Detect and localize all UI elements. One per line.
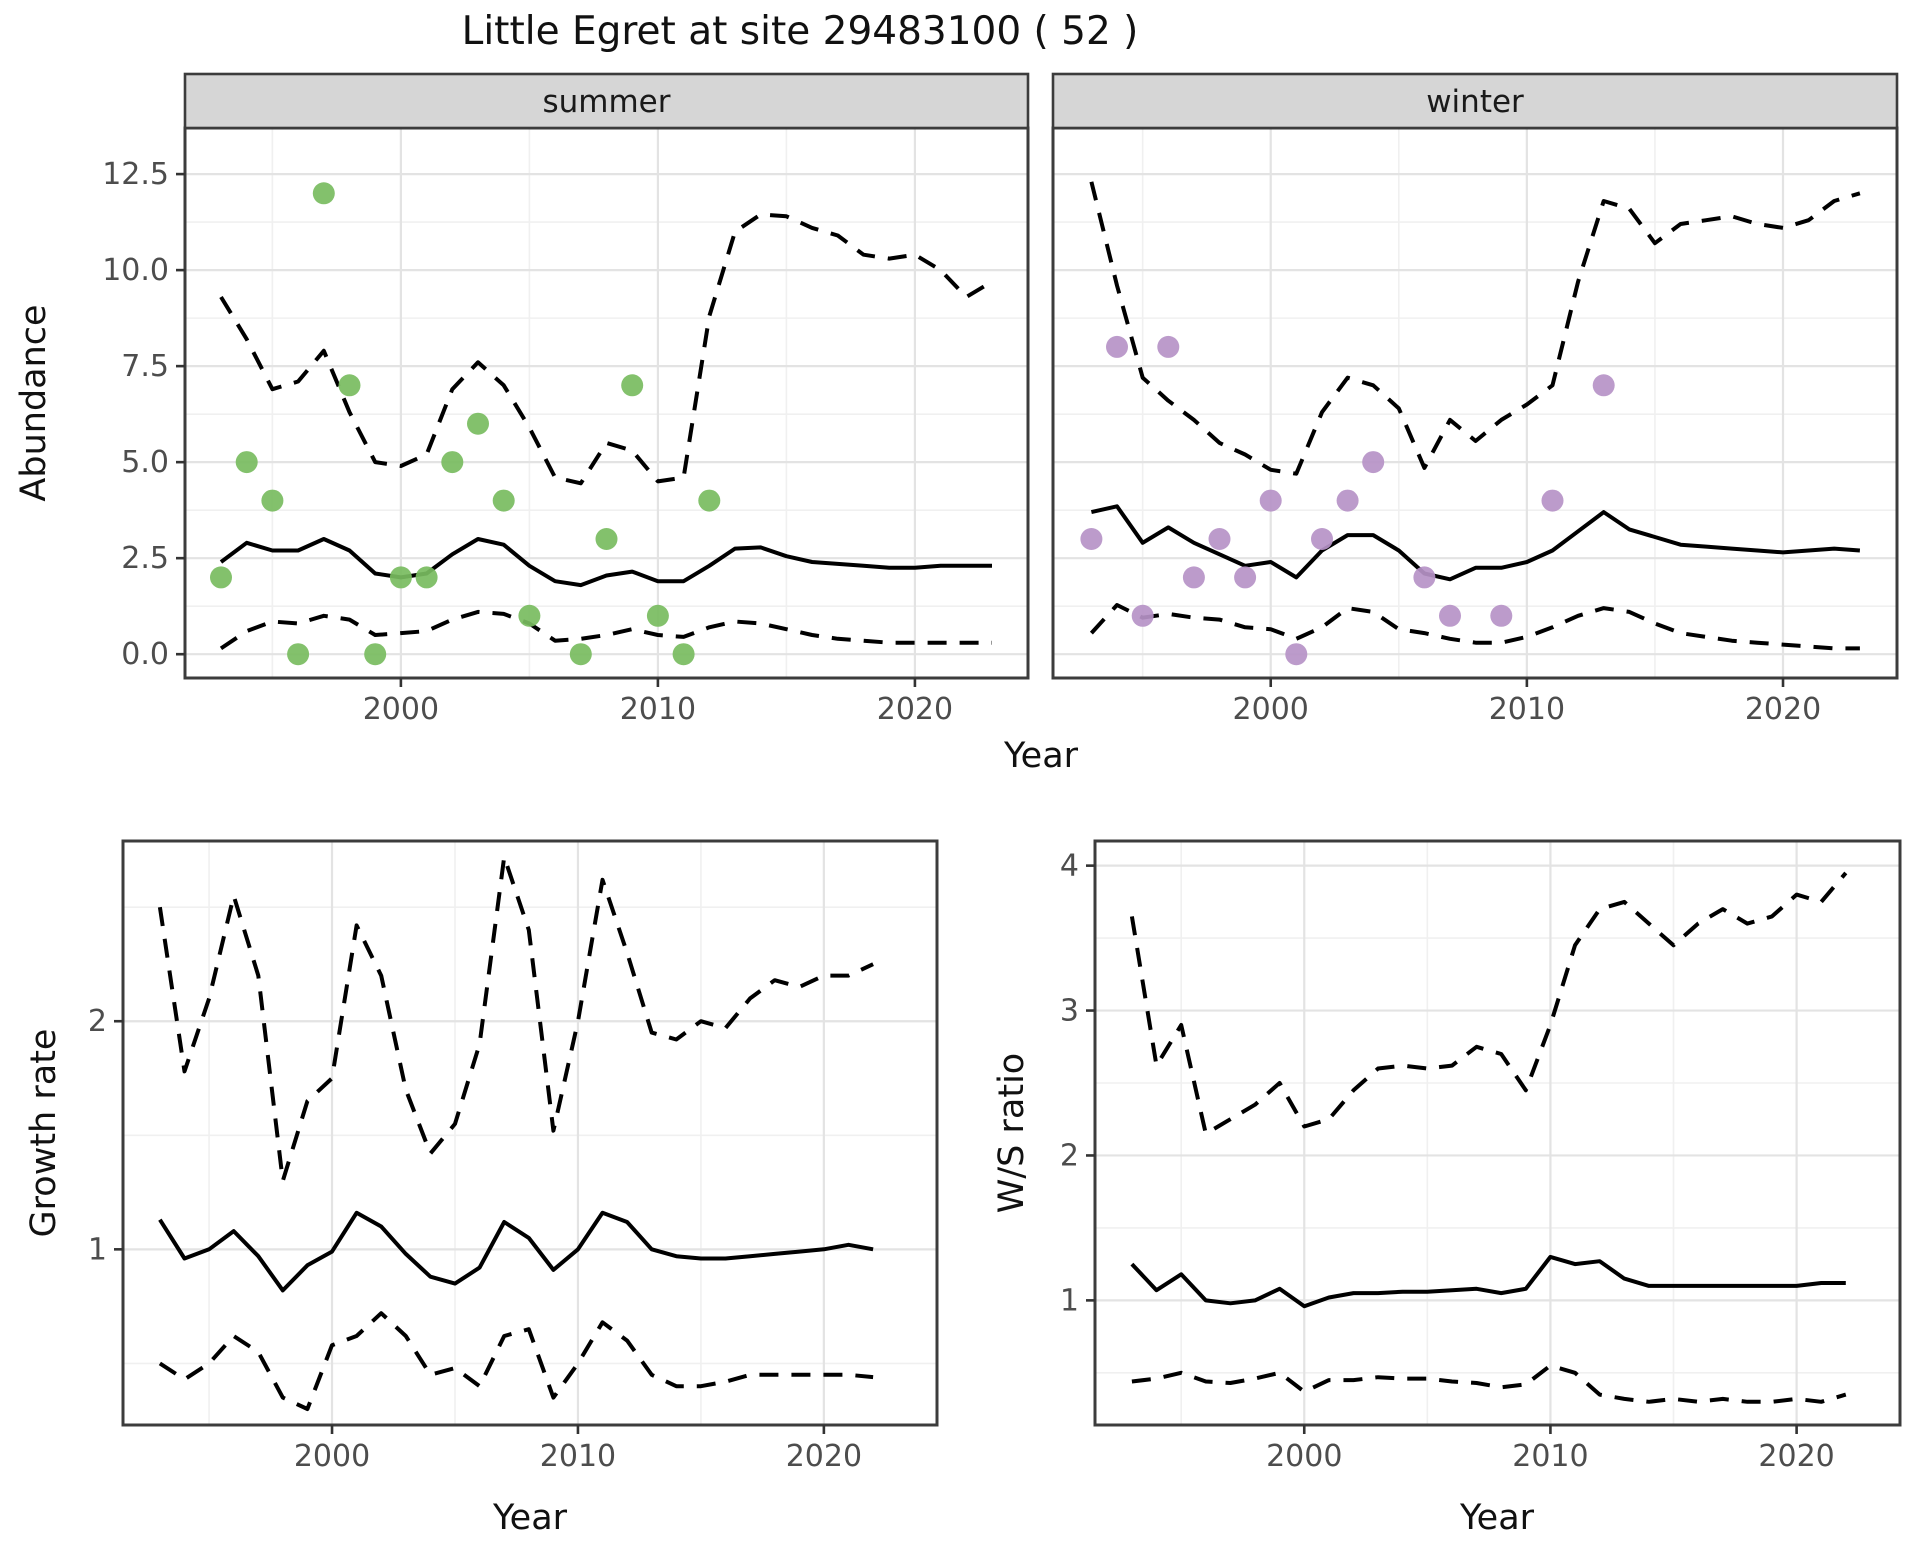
ws-ratio-background (1095, 841, 1900, 1425)
growth-rate-panel: 2000 2010 2020 1 2 (88, 839, 939, 1474)
abundance-summer-data-point (698, 489, 721, 512)
abundance-winter-data-point (1106, 335, 1128, 358)
ws-ratio-border (1093, 839, 1902, 1427)
abundance-summer-data-point (261, 489, 284, 512)
growth-rate-border (121, 839, 939, 1427)
y-tick-label: 4 (1060, 849, 1079, 884)
abundance-winter-data-point (1080, 528, 1103, 550)
y-axis-title-growth-rate: Growth rate (24, 1028, 64, 1238)
abundance-summer-panel: summer 2000 2010 2020 0.0 2.5 5.0 7.5 10.0 12.5 (102, 72, 1030, 727)
x-tick-label: 2020 (1758, 1439, 1834, 1474)
abundance-winter-data-point (1234, 566, 1257, 589)
y-tick-label: 7.5 (121, 349, 169, 384)
abundance-summer-data-point (389, 566, 412, 589)
abundance-summer-data-point (210, 566, 232, 589)
abundance-summer-data-point (569, 643, 592, 666)
abundance-winter-data-point (1362, 451, 1385, 474)
y-tick-label: 0.0 (121, 637, 169, 672)
y-tick-label: 3 (1060, 994, 1079, 1029)
growth-rate-upper-ci-line (157, 855, 874, 1183)
abundance-summer-data-point (518, 604, 541, 627)
x-tick-label: 2010 (1489, 692, 1565, 727)
abundance-winter-upper-ci-line (1089, 181, 1861, 476)
y-axis-title-ws-ratio: W/S ratio (992, 1052, 1032, 1214)
abundance-summer-data-point (621, 374, 644, 397)
abundance-winter-data-point (1131, 604, 1154, 627)
y-tick-label: 10.0 (102, 253, 169, 288)
x-tick-label: 2010 (540, 1439, 616, 1474)
y-tick-label: 2.5 (121, 541, 169, 576)
y-tick-label: 5.0 (121, 445, 169, 480)
x-tick-label: 2000 (294, 1439, 370, 1474)
growth-rate-lower-ci-line (158, 1311, 874, 1411)
x-tick-label: 2000 (363, 692, 439, 727)
x-tick-label: 2020 (786, 1439, 862, 1474)
abundance-winter-data-point (1311, 528, 1333, 550)
abundance-summer-data-point (646, 604, 669, 627)
ws-ratio-median-line (1130, 1254, 1846, 1309)
abundance-summer-data-point (415, 566, 438, 589)
x-tick-label: 2020 (1745, 692, 1821, 727)
abundance-winter-data-point (1592, 374, 1615, 397)
abundance-summer-data-point (364, 643, 387, 666)
abundance-winter-data-point (1208, 528, 1231, 550)
y-tick-label: 2 (88, 1004, 107, 1039)
abundance-summer-median-line (219, 537, 992, 588)
abundance-summer-data-point (467, 412, 489, 435)
abundance-summer-data-point (338, 374, 361, 397)
abundance-summer-background (185, 128, 1028, 678)
abundance-winter-data-point (1259, 489, 1282, 512)
abundance-winter-data-point (1490, 604, 1513, 627)
abundance-winter-lower-ci-line (1089, 603, 1860, 651)
abundance-winter-data-point (1182, 566, 1205, 589)
abundance-summer-data-point (287, 643, 310, 666)
y-tick-label: 12.5 (102, 157, 169, 192)
y-tick-label: 1 (88, 1232, 107, 1267)
abundance-winter-data-point (1157, 335, 1180, 358)
abundance-winter-facet-strip (1051, 72, 1899, 130)
abundance-winter-median-line (1090, 504, 1861, 582)
abundance-winter-data-point (1413, 566, 1436, 589)
abundance-winter-data-point (1541, 489, 1564, 512)
abundance-winter-panel: winter 2000 2010 2020 (1051, 72, 1899, 727)
y-axis-title-abundance: Abundance (14, 304, 54, 502)
growth-rate-median-line (158, 1210, 874, 1293)
abundance-winter-background (1053, 128, 1897, 678)
x-axis-title-year-ws: Year (1459, 1498, 1535, 1538)
ws-ratio-upper-ci-line (1129, 871, 1848, 1136)
x-tick-label: 2000 (1266, 1439, 1342, 1474)
ws-ratio-lower-ci-line (1131, 1363, 1847, 1404)
x-axis-title-year-growth: Year (492, 1498, 568, 1538)
x-axis-title-year-top: Year (1003, 736, 1079, 776)
abundance-summer-data-point (595, 528, 618, 550)
abundance-summer-upper-ci-line (219, 212, 994, 486)
abundance-summer-facet-strip (183, 72, 1030, 130)
x-tick-label: 2020 (877, 692, 953, 727)
x-tick-label: 2010 (1512, 1439, 1588, 1474)
abundance-summer-data-point (235, 451, 258, 474)
x-tick-label: 2000 (1233, 692, 1309, 727)
abundance-summer-data-point (312, 182, 335, 205)
abundance-winter-facet-label: winter (1426, 84, 1524, 120)
chart-title: Little Egret at site 29483100 ( 52 ) (461, 9, 1139, 54)
abundance-summer-data-point (672, 643, 695, 666)
abundance-winter-data-point (1336, 489, 1359, 512)
y-tick-label: 2 (1060, 1138, 1079, 1173)
abundance-summer-data-point (492, 489, 515, 512)
x-tick-label: 2010 (620, 692, 696, 727)
abundance-summer-facet-label: summer (542, 84, 670, 120)
ws-ratio-panel: 2000 2010 2020 1 2 3 4 (1060, 839, 1902, 1474)
abundance-summer-data-point (441, 451, 464, 474)
abundance-winter-data-point (1439, 604, 1461, 627)
abundance-winter-data-point (1285, 643, 1308, 666)
abundance-summer-lower-ci-line (219, 609, 992, 651)
y-tick-label: 1 (1060, 1283, 1079, 1318)
